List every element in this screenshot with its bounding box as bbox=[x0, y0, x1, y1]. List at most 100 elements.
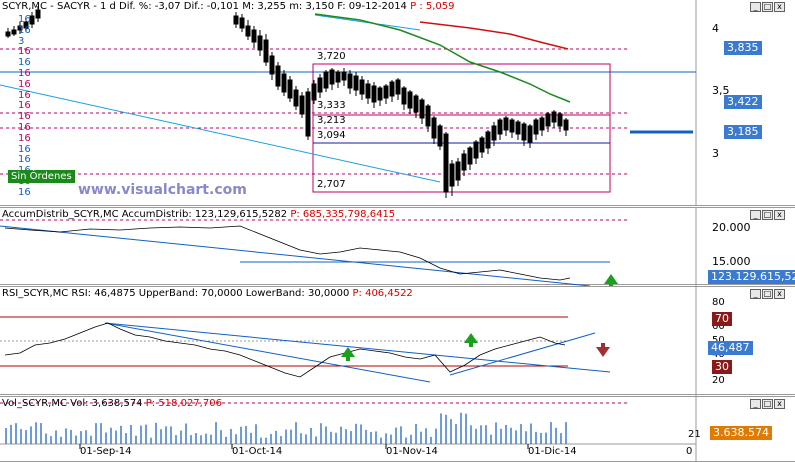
x-label-oct: 01-Oct-14 bbox=[232, 446, 283, 457]
candle-body bbox=[287, 79, 293, 99]
left-order-label: 16 bbox=[18, 57, 31, 69]
price-panel[interactable]: SCYR,MC - SACYR - 1 d Dif. %: -3,07 Dif.… bbox=[0, 0, 795, 206]
candle-body bbox=[275, 65, 281, 87]
candle-body bbox=[323, 71, 329, 89]
rsi-y-label-80: 80 bbox=[712, 297, 725, 308]
candle-body bbox=[437, 125, 443, 147]
minimize-button[interactable]: _ bbox=[750, 2, 761, 12]
candle-body bbox=[491, 125, 497, 141]
volume-maximize-button[interactable]: □ bbox=[762, 399, 773, 409]
left-order-label: 16 bbox=[18, 46, 31, 58]
x-label-zero: 0 bbox=[686, 446, 693, 457]
volume-header: Vol_SCYR,MC Vol: 3,638,574 P: 518,027,70… bbox=[2, 398, 222, 409]
price-tag-mid: 3,422 bbox=[724, 95, 762, 109]
close-button[interactable]: x bbox=[774, 2, 785, 12]
candle-body bbox=[461, 153, 467, 171]
volume-close-button[interactable]: x bbox=[774, 399, 785, 409]
price-header-text: SCYR,MC - SACYR - 1 d Dif. %: -3,07 Dif.… bbox=[2, 1, 407, 12]
price-tag-last: 3,185 bbox=[724, 125, 762, 139]
rsi-header-p: P: 406,4522 bbox=[352, 288, 413, 299]
price-y-label-35: 3,5 bbox=[712, 84, 730, 97]
rsi-y-label-20: 20 bbox=[712, 375, 725, 386]
rsi-header-text: RSI_SCYR,MC RSI: 46,4875 UpperBand: 70,0… bbox=[2, 288, 350, 299]
candle-body bbox=[425, 105, 431, 127]
candle-body bbox=[5, 31, 11, 37]
candle-body bbox=[431, 117, 437, 139]
rsi-y-label-60: 60 bbox=[712, 321, 725, 332]
accum-y-label-15000: 15.000 bbox=[712, 255, 751, 268]
candle-body bbox=[17, 25, 23, 31]
accum-chart-svg bbox=[0, 208, 697, 286]
candle-body bbox=[293, 89, 299, 107]
volume-chart-svg bbox=[0, 397, 697, 462]
candle-body bbox=[443, 133, 449, 193]
left-order-label: 16 bbox=[18, 186, 31, 198]
sin-ordenes-badge[interactable]: Sin Órdenes bbox=[8, 170, 75, 183]
candle-body bbox=[473, 141, 479, 159]
accum-maximize-button[interactable]: □ bbox=[762, 210, 773, 220]
price-tag-upper: 3,835 bbox=[724, 41, 762, 55]
rsi-panel[interactable]: RSI_SCYR,MC RSI: 46,4875 UpperBand: 70,0… bbox=[0, 286, 795, 396]
accum-minimize-button[interactable]: _ bbox=[750, 210, 761, 220]
left-order-label: 16 bbox=[18, 100, 31, 112]
left-order-label: 3 bbox=[18, 35, 25, 47]
candle-body bbox=[533, 119, 539, 135]
candle-body bbox=[449, 163, 455, 187]
candle-body bbox=[263, 39, 269, 63]
volume-minimize-button[interactable]: _ bbox=[750, 399, 761, 409]
candle-body bbox=[341, 71, 347, 81]
candle-body bbox=[311, 83, 317, 101]
left-order-label: 16 bbox=[18, 132, 31, 144]
candle-body bbox=[515, 121, 521, 135]
left-order-label: 16 bbox=[18, 111, 31, 123]
candle-body bbox=[269, 55, 275, 75]
level-label-1: 3,720 bbox=[317, 51, 346, 62]
maximize-button[interactable]: □ bbox=[762, 2, 773, 12]
candle-body bbox=[527, 125, 533, 143]
volume-panel[interactable]: Vol_SCYR,MC Vol: 3,638,574 P: 518,027,70… bbox=[0, 396, 795, 462]
x-label-sep: 01-Sep-14 bbox=[80, 446, 132, 457]
rsi-maximize-button[interactable]: □ bbox=[762, 289, 773, 299]
candle-body bbox=[389, 81, 395, 97]
candle-body bbox=[23, 21, 29, 29]
candle-body bbox=[35, 9, 41, 19]
candle-body bbox=[455, 161, 461, 181]
candle-body bbox=[305, 91, 311, 137]
rsi-minimize-button[interactable]: _ bbox=[750, 289, 761, 299]
price-header-p: P : 5,059 bbox=[410, 1, 455, 12]
accum-panel[interactable]: AccumDistrib_SCYR,MC AccumDistrib: 123,1… bbox=[0, 207, 795, 286]
rsi-tag-value: 46,487 bbox=[708, 341, 753, 355]
candle-body bbox=[347, 73, 353, 89]
level-label-5: 2,707 bbox=[317, 179, 346, 190]
rsi-window-buttons: _ □ x bbox=[750, 289, 785, 299]
accum-close-button[interactable]: x bbox=[774, 210, 785, 220]
candle-body bbox=[359, 79, 365, 95]
candle-body bbox=[11, 29, 17, 35]
price-window-buttons: _ □ x bbox=[750, 2, 785, 12]
candle-body bbox=[239, 17, 245, 29]
candle-body bbox=[563, 119, 569, 131]
candle-body bbox=[353, 75, 359, 91]
left-order-label: 16 bbox=[18, 154, 31, 166]
left-order-label: 16 bbox=[18, 24, 31, 36]
candle-body bbox=[395, 79, 401, 95]
level-label-2: 3,333 bbox=[317, 100, 346, 111]
rsi-close-button[interactable]: x bbox=[774, 289, 785, 299]
left-order-label: 16 bbox=[18, 122, 31, 133]
candle-body bbox=[335, 71, 341, 83]
rsi-tag-lower: 30 bbox=[712, 360, 732, 374]
candle-body bbox=[545, 113, 551, 127]
accum-window-buttons: _ □ x bbox=[750, 210, 785, 220]
candle-body bbox=[365, 83, 371, 99]
level-label-3: 3,213 bbox=[317, 115, 346, 126]
candle-body bbox=[281, 73, 287, 93]
left-order-label: 16 bbox=[18, 68, 31, 79]
price-y-label-3: 3 bbox=[712, 147, 719, 160]
price-y-label-4: 4 bbox=[712, 22, 719, 35]
accum-tag: 123.129.615,52 bbox=[708, 270, 795, 284]
candle-body bbox=[551, 111, 557, 123]
rsi-chart-svg bbox=[0, 287, 697, 396]
candle-body bbox=[467, 147, 473, 165]
watermark: www.visualchart.com bbox=[78, 182, 247, 198]
candle-body bbox=[521, 123, 527, 141]
